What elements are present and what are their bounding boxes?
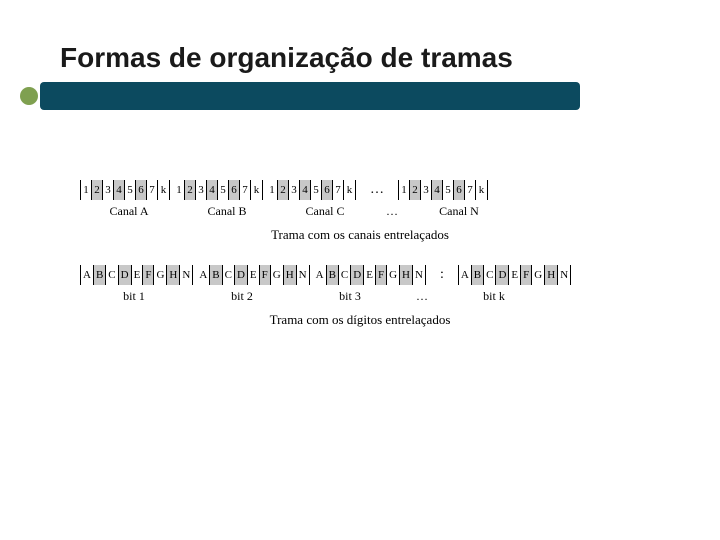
diagram1-cell: 7	[147, 180, 158, 200]
diagram2-cell: H	[284, 265, 297, 285]
diagram1-cell: 1	[81, 180, 92, 200]
diagram1-cell: 4	[432, 180, 443, 200]
diagram1-cell: 1	[174, 180, 185, 200]
diagram2-frame: ABCDEFGHNABCDEFGHNABCDEFGHN:ABCDEFGHN	[80, 265, 660, 285]
diagram1-cell: 6	[229, 180, 240, 200]
diagram1-cell: 5	[443, 180, 454, 200]
title-underline-bar	[40, 82, 580, 110]
diagram2-cell: A	[459, 265, 472, 285]
diagram2-cell: G	[154, 265, 167, 285]
diagram2-cell: G	[532, 265, 545, 285]
diagram1-cell: 2	[92, 180, 103, 200]
diagram2-cell: N	[180, 265, 192, 285]
diagram2-cell: B	[327, 265, 339, 285]
diagram2-group: ABCDEFGHN	[458, 265, 571, 285]
diagram1-cell: k	[158, 180, 169, 200]
diagram1-cell: 4	[207, 180, 218, 200]
diagram1-cell: k	[344, 180, 355, 200]
diagram2-cell: H	[545, 265, 558, 285]
diagram1-cell: k	[476, 180, 487, 200]
diagram1-caption: Trama com os canais entrelaçados	[80, 227, 640, 243]
diagram1-label-ellipsis: …	[374, 204, 410, 219]
diagram2-label: bit k	[440, 289, 548, 304]
diagram-area: 1234567k1234567k1234567k…1234567k Canal …	[80, 180, 660, 350]
diagram1-cell: 1	[399, 180, 410, 200]
diagram2-label: bit 2	[188, 289, 296, 304]
diagram1-cell: 5	[125, 180, 136, 200]
diagram2-cell: A	[81, 265, 94, 285]
diagram2-cell: A	[197, 265, 210, 285]
diagram1-cell: 4	[114, 180, 125, 200]
diagram2-labels: bit 1bit 2bit 3…bit k	[80, 289, 660, 304]
diagram1-cell: 4	[300, 180, 311, 200]
diagram2-group: ABCDEFGHN	[314, 265, 426, 285]
diagram2-cell: F	[521, 265, 532, 285]
diagram1-group: 1234567k	[174, 180, 263, 200]
diagram2-cell: D	[351, 265, 364, 285]
diagram2-group: ABCDEFGHN	[80, 265, 193, 285]
diagram1-label: Canal B	[178, 204, 276, 219]
diagram2-cell: B	[94, 265, 106, 285]
diagram1-cell: k	[251, 180, 262, 200]
diagram2-cell: N	[297, 265, 309, 285]
diagram1-cell: 6	[136, 180, 147, 200]
diagram2-cell: E	[132, 265, 144, 285]
diagram2-cell: C	[223, 265, 235, 285]
diagram2-cell: E	[364, 265, 376, 285]
diagram2-cell: C	[339, 265, 351, 285]
diagram2-label: bit 3	[296, 289, 404, 304]
diagram1-cell: 6	[454, 180, 465, 200]
diagram2-caption: Trama com os dígitos entrelaçados	[80, 312, 640, 328]
diagram2-cell: H	[400, 265, 413, 285]
diagram1-label: Canal N	[410, 204, 508, 219]
diagram1-cell: 3	[103, 180, 114, 200]
diagram1-labels: Canal ACanal BCanal C…Canal N	[80, 204, 660, 219]
diagram2-cell: E	[248, 265, 260, 285]
diagram1-frame: 1234567k1234567k1234567k…1234567k	[80, 180, 660, 200]
diagram2-cell: D	[496, 265, 509, 285]
title-underline-dot	[20, 87, 38, 105]
diagram2-cell: G	[387, 265, 400, 285]
diagram2-cell: N	[413, 265, 425, 285]
diagram2-cell: C	[106, 265, 118, 285]
diagram1-cell: 2	[410, 180, 421, 200]
diagram1-cell: 1	[267, 180, 278, 200]
diagram2-cell: E	[509, 265, 521, 285]
diagram1-cell: 7	[240, 180, 251, 200]
page-title: Formas de organização de tramas	[60, 42, 513, 74]
diagram2-cell: D	[235, 265, 248, 285]
diagram2-ellipsis: :	[430, 267, 454, 283]
diagram1-cell: 5	[218, 180, 229, 200]
diagram1-cell: 3	[196, 180, 207, 200]
diagram2-cell: B	[472, 265, 484, 285]
diagram1-label: Canal A	[80, 204, 178, 219]
diagram2-label-ellipsis: …	[404, 289, 440, 304]
diagram1-cell: 7	[333, 180, 344, 200]
diagram2-cell: A	[314, 265, 327, 285]
diagram2-cell: G	[271, 265, 284, 285]
diagram1-cell: 3	[421, 180, 432, 200]
diagram1-cell: 3	[289, 180, 300, 200]
diagram2-cell: D	[119, 265, 132, 285]
diagram1-cell: 5	[311, 180, 322, 200]
diagram2-cell: H	[167, 265, 180, 285]
diagram1-group: 1234567k	[267, 180, 356, 200]
diagram1-group: 1234567k	[398, 180, 488, 200]
diagram2-cell: F	[376, 265, 387, 285]
diagram2-group: ABCDEFGHN	[197, 265, 309, 285]
diagram2-cell: N	[558, 265, 570, 285]
diagram2-cell: B	[210, 265, 222, 285]
diagram1-group: 1234567k	[80, 180, 170, 200]
diagram1-cell: 7	[465, 180, 476, 200]
diagram2-cell: C	[484, 265, 496, 285]
diagram1-cell: 6	[322, 180, 333, 200]
diagram1-label: Canal C	[276, 204, 374, 219]
diagram2-label: bit 1	[80, 289, 188, 304]
diagram1-cell: 2	[278, 180, 289, 200]
diagram2-cell: F	[143, 265, 154, 285]
diagram1-ellipsis: …	[360, 182, 394, 198]
diagram2-cell: F	[260, 265, 271, 285]
diagram1-cell: 2	[185, 180, 196, 200]
